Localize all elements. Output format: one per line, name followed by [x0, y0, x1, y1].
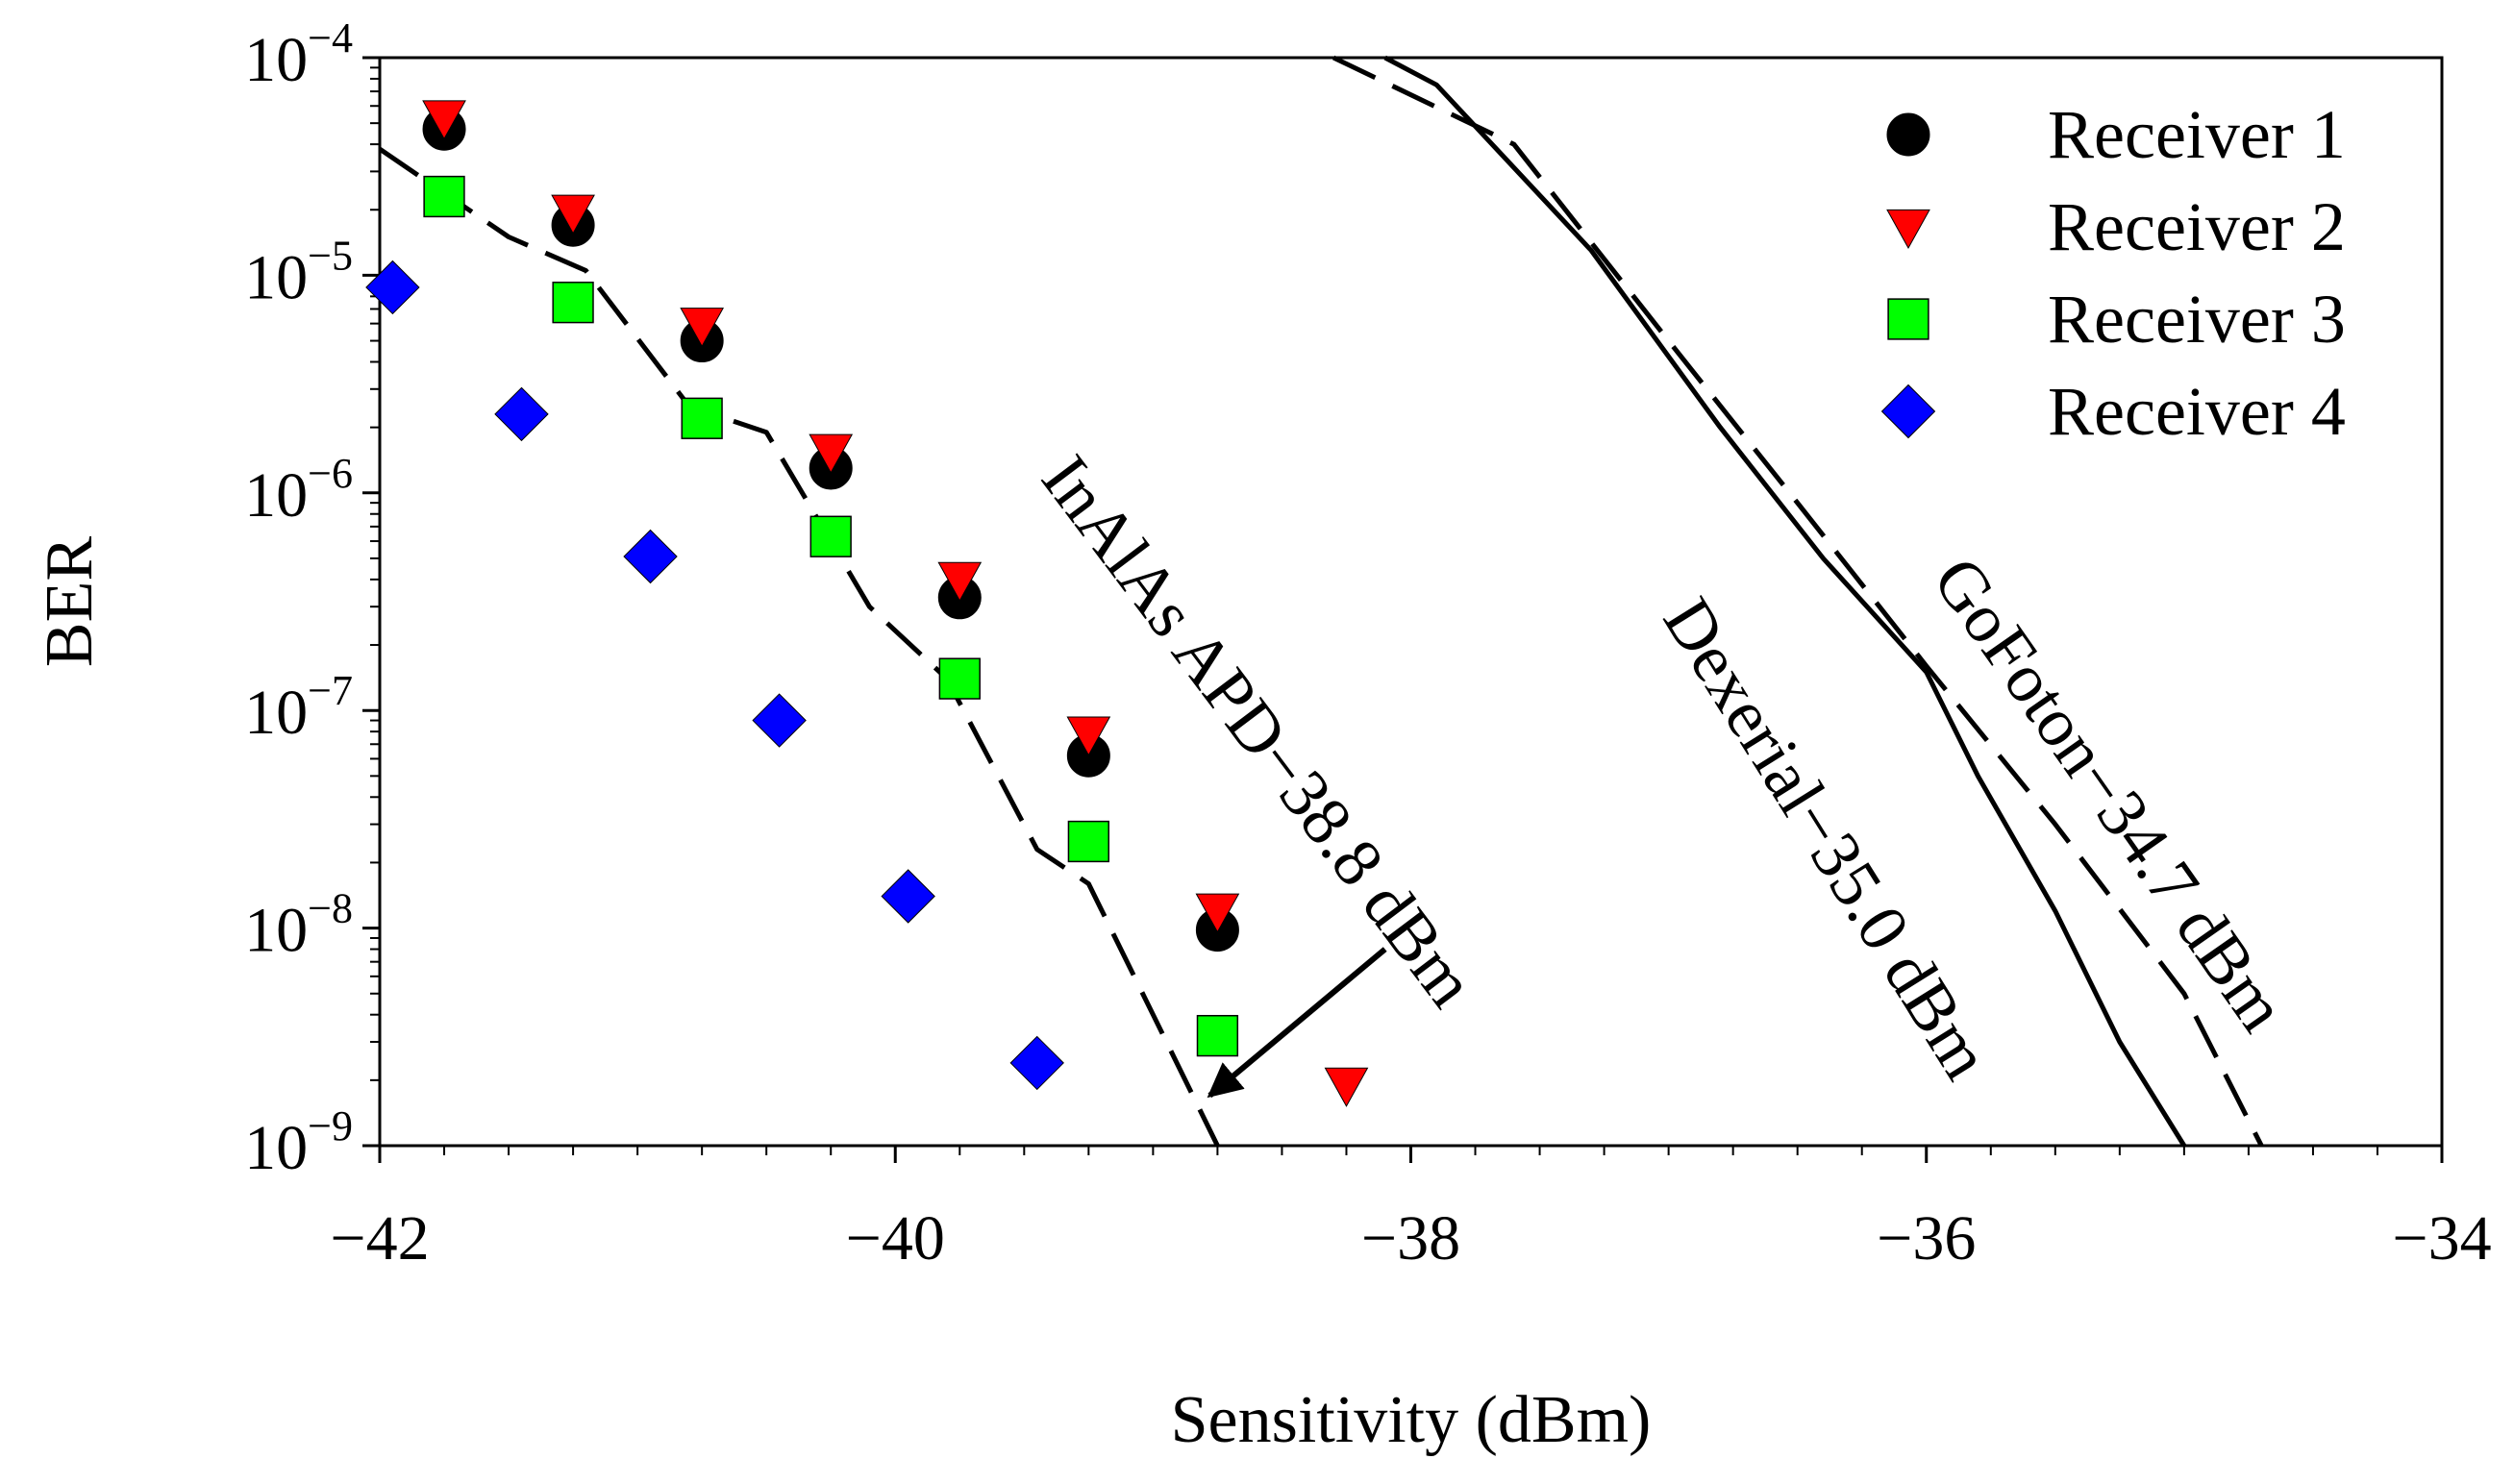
y-tick-label: 10−8 — [244, 885, 353, 966]
y-tick-base: 10 — [244, 896, 308, 966]
y-tick-label: 10−7 — [244, 667, 353, 748]
curve-1 — [1332, 55, 2264, 1148]
series-2-point — [809, 433, 854, 474]
x-tick-label: −42 — [330, 1203, 429, 1274]
y-axis-title: BER — [33, 536, 107, 667]
series-2-point — [680, 308, 725, 348]
y-tick-exponent: −9 — [308, 1102, 353, 1150]
series-4-point — [494, 386, 549, 442]
y-tick-base: 10 — [244, 460, 308, 531]
series-4-point — [365, 260, 420, 315]
curve-annotation-2: GoFoton−34.7 dBm — [1918, 543, 2302, 1045]
series-3-point — [423, 175, 465, 218]
series-4-point — [1009, 1035, 1064, 1091]
legend-marker-1 — [1886, 112, 1930, 157]
annotations-layer: InAlAs APD−38.8 dBm Dexerial−35.0 dBmGoFo… — [1027, 441, 2302, 1099]
series-3-point — [552, 282, 594, 324]
x-axis-title: Sensitivity (dBm) — [1171, 1383, 1652, 1457]
x-tick-label: −38 — [1361, 1203, 1460, 1274]
y-tick-base: 10 — [244, 25, 308, 95]
y-tick-exponent: −8 — [308, 885, 353, 932]
series-4-point — [881, 869, 935, 924]
series-2-point — [422, 100, 466, 140]
y-tick-base: 10 — [244, 1113, 308, 1183]
y-tick-label: 10−9 — [244, 1102, 353, 1183]
legend-label-2: Receiver 2 — [2048, 188, 2346, 265]
x-tick-label: −40 — [846, 1203, 945, 1274]
legend-marker-2 — [1886, 209, 1930, 250]
legend-marker-4 — [1880, 383, 1936, 439]
series-4-point — [752, 693, 807, 748]
y-tick-exponent: −5 — [308, 232, 353, 279]
curve-2 — [1383, 55, 2187, 1148]
y-tick-label: 10−5 — [244, 232, 353, 312]
series-3-point — [1196, 1014, 1239, 1057]
legend-marker-3 — [1887, 298, 1929, 340]
points-layer — [365, 100, 1369, 1107]
series-3-point — [938, 657, 981, 700]
series-2-point — [937, 561, 983, 602]
y-tick-label: 10−6 — [244, 450, 353, 531]
legend-label-4: Receiver 4 — [2048, 373, 2346, 450]
y-tick-exponent: −7 — [308, 667, 353, 714]
y-tick-label: 10−4 — [244, 14, 353, 95]
series-3-point — [681, 397, 723, 439]
x-tick-label: −34 — [2392, 1203, 2491, 1274]
x-tick-label: −36 — [1877, 1203, 1976, 1274]
y-tick-base: 10 — [244, 242, 308, 312]
series-2-point — [1195, 893, 1240, 933]
y-tick-base: 10 — [244, 678, 308, 748]
y-tick-exponent: −4 — [308, 14, 353, 62]
legend-label-3: Receiver 3 — [2048, 281, 2346, 358]
curves-layer — [378, 55, 2264, 1148]
series-2-point — [1324, 1067, 1369, 1107]
series-4-point — [623, 529, 678, 584]
legend: Receiver 1 Receiver 2 Receiver 3 Receiver 4 — [1880, 96, 2346, 450]
legend-label-1: Receiver 1 — [2048, 96, 2346, 173]
axes-layer: −42 −40 −38 −36 −3410−910−810−710−610−510−4S… — [33, 14, 2492, 1457]
series-2-point — [1066, 716, 1111, 756]
series-3-point — [1067, 820, 1109, 863]
series-2-point — [551, 194, 595, 235]
curve-annotation-1: Dexerial−35.0 dBm — [1649, 584, 2005, 1092]
annotation-arrow — [1207, 947, 1387, 1099]
series-3-point — [809, 515, 852, 557]
y-tick-exponent: −6 — [308, 450, 353, 497]
curve-0 — [378, 147, 1220, 1148]
